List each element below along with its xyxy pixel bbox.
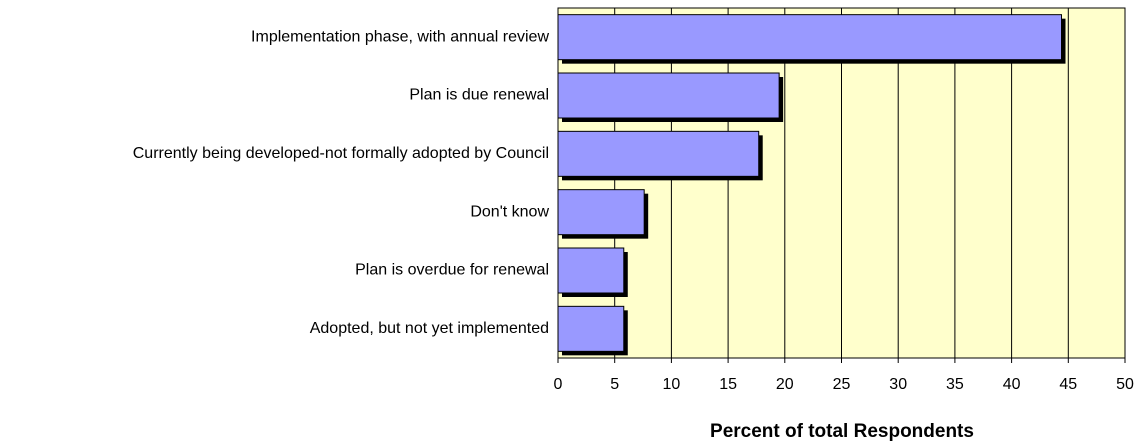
y-tick-label: Plan is overdue for renewal [355,262,549,279]
x-tick-label: 20 [776,376,794,393]
bar [557,72,780,119]
x-tick-label: 25 [833,376,851,393]
x-tick-label: 35 [946,376,964,393]
x-tick-label: 30 [889,376,907,393]
y-tick-label: Plan is due renewal [409,87,549,104]
x-tick-label: 45 [1059,376,1077,393]
bar [557,14,1062,61]
bar [557,130,760,177]
y-tick-label: Adopted, but not yet implemented [310,320,549,337]
x-tick-label: 50 [1116,376,1134,393]
x-tick-label: 10 [663,376,681,393]
x-axis-title: Percent of total Respondents [710,421,974,442]
x-tick-label: 0 [554,376,563,393]
y-tick-label: Currently being developed-not formally a… [133,145,549,162]
bar [557,247,625,294]
y-tick-label: Don't know [470,203,549,220]
x-tick-label: 5 [610,376,619,393]
x-tick-label: 15 [719,376,737,393]
bar [557,189,645,236]
bar [557,305,625,352]
x-tick-label: 40 [1003,376,1021,393]
y-tick-label: Implementation phase, with annual review [251,28,549,45]
